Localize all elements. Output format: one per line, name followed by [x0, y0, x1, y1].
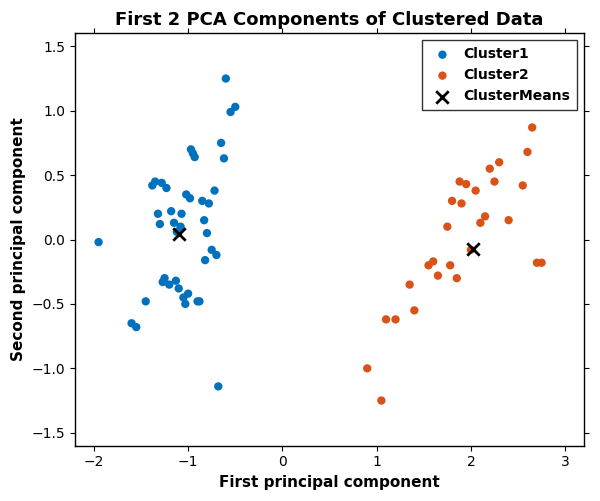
Cluster1 [131, 323, 141, 331]
Cluster1 [202, 229, 212, 237]
Cluster1 [127, 319, 136, 327]
Cluster1 [141, 298, 151, 306]
Cluster2 [391, 315, 400, 323]
Cluster1 [148, 181, 157, 189]
Cluster2 [381, 315, 391, 323]
Cluster1 [181, 300, 190, 308]
Cluster1 [94, 238, 103, 246]
Cluster1 [184, 290, 193, 298]
Cluster2 [447, 197, 457, 205]
X-axis label: First principal component: First principal component [219, 475, 440, 490]
Cluster1 [204, 199, 214, 207]
Cluster1 [194, 298, 204, 306]
Cluster2 [476, 219, 485, 227]
Cluster2 [424, 262, 433, 270]
Cluster2 [504, 216, 514, 224]
Cluster2 [445, 262, 455, 270]
Cluster1 [214, 382, 223, 390]
Cluster1 [221, 75, 230, 83]
Cluster2 [471, 186, 481, 194]
Cluster2 [490, 177, 499, 185]
Cluster2 [523, 148, 532, 156]
Cluster2 [527, 123, 537, 131]
Cluster2 [494, 158, 504, 166]
Cluster1 [230, 103, 240, 111]
Cluster2 [377, 396, 386, 404]
Cluster1 [197, 197, 207, 205]
Cluster1 [226, 108, 235, 116]
Cluster1 [176, 222, 185, 230]
Cluster2 [443, 222, 452, 230]
Cluster1 [172, 228, 182, 236]
Legend: Cluster1, Cluster2, ClusterMeans: Cluster1, Cluster2, ClusterMeans [422, 41, 577, 110]
Cluster1 [179, 294, 188, 302]
Cluster2 [532, 259, 542, 267]
Cluster1 [188, 149, 197, 157]
Cluster2 [433, 272, 443, 280]
Cluster1 [190, 153, 200, 161]
Cluster2 [537, 259, 547, 267]
Cluster1 [161, 184, 171, 192]
Cluster2 [485, 165, 494, 173]
Cluster1 [200, 256, 210, 264]
Cluster1 [158, 278, 167, 286]
ClusterMeans [174, 230, 184, 238]
ClusterMeans [468, 244, 478, 253]
Cluster2 [480, 212, 490, 220]
Cluster2 [410, 306, 419, 314]
Cluster2 [455, 177, 464, 185]
Cluster1 [174, 285, 184, 293]
Cluster1 [151, 177, 160, 185]
Title: First 2 PCA Components of Clustered Data: First 2 PCA Components of Clustered Data [115, 11, 544, 29]
Cluster2 [428, 258, 438, 266]
Cluster2 [461, 180, 471, 188]
Cluster1 [181, 190, 191, 198]
Cluster1 [185, 194, 195, 202]
Cluster1 [155, 220, 164, 228]
Cluster1 [199, 216, 209, 224]
Cluster1 [177, 210, 187, 218]
Cluster1 [217, 139, 226, 147]
Cluster1 [207, 246, 217, 254]
Cluster1 [212, 251, 221, 259]
Cluster2 [452, 274, 461, 282]
Cluster2 [518, 181, 527, 189]
Cluster2 [362, 364, 372, 372]
Cluster1 [186, 145, 196, 153]
Y-axis label: Second principal component: Second principal component [11, 118, 26, 361]
Cluster1 [160, 274, 169, 282]
Cluster1 [166, 207, 176, 215]
Cluster1 [164, 281, 174, 289]
Cluster1 [169, 219, 179, 227]
Cluster1 [153, 210, 163, 218]
Cluster1 [171, 277, 181, 285]
Cluster1 [210, 186, 220, 194]
Cluster1 [157, 179, 167, 187]
Cluster1 [193, 298, 202, 306]
Cluster2 [466, 246, 476, 254]
Cluster2 [457, 199, 466, 207]
Cluster2 [405, 281, 415, 289]
Cluster1 [219, 154, 229, 162]
